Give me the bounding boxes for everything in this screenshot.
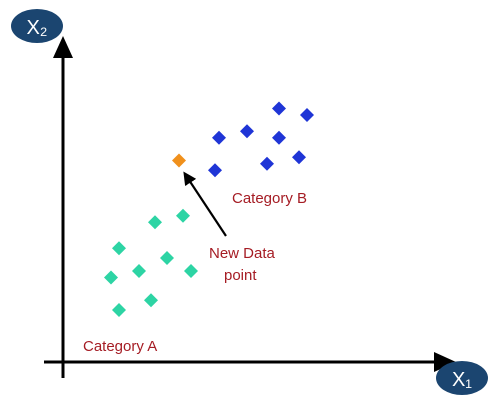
category-b-point-3: [292, 150, 306, 165]
y-axis-label: X₂: [26, 17, 47, 39]
category-a-label: Category A: [83, 338, 157, 355]
new-data-point-label-line1: New Data: [209, 245, 276, 262]
category-b-point-4: [212, 130, 226, 145]
category-b-point-6: [272, 130, 286, 145]
category-a-point-5: [160, 251, 174, 265]
category-b-point-2: [260, 156, 274, 171]
x-axis-label: X₁: [452, 369, 472, 391]
category-a-point-7: [112, 241, 126, 256]
category-b-label: Category B: [232, 190, 307, 207]
new-point-arrow: [183, 171, 227, 237]
x-axis-arrowhead: [434, 352, 456, 372]
category-a-point-9: [176, 208, 190, 223]
category-b-point-8: [272, 101, 286, 116]
y-axis-arrowhead: [53, 36, 73, 58]
category-a-point-4: [132, 264, 146, 278]
category-a-point-6: [184, 264, 198, 278]
axes: [44, 36, 456, 378]
category-a-point-1: [112, 303, 126, 317]
category-b-point-1: [208, 163, 222, 178]
new-data-point-point-1: [172, 153, 186, 168]
new-data-point-label-line2: point: [224, 267, 257, 284]
data-points: [104, 101, 314, 317]
category-a-point-3: [104, 270, 118, 285]
category-a-point-8: [148, 215, 162, 230]
category-b-point-7: [300, 108, 314, 122]
x-axis-label-badge: X₁: [436, 361, 488, 395]
category-b-point-5: [240, 124, 254, 139]
category-a-point-2: [144, 293, 158, 308]
y-axis-label-badge: X₂: [11, 9, 63, 43]
